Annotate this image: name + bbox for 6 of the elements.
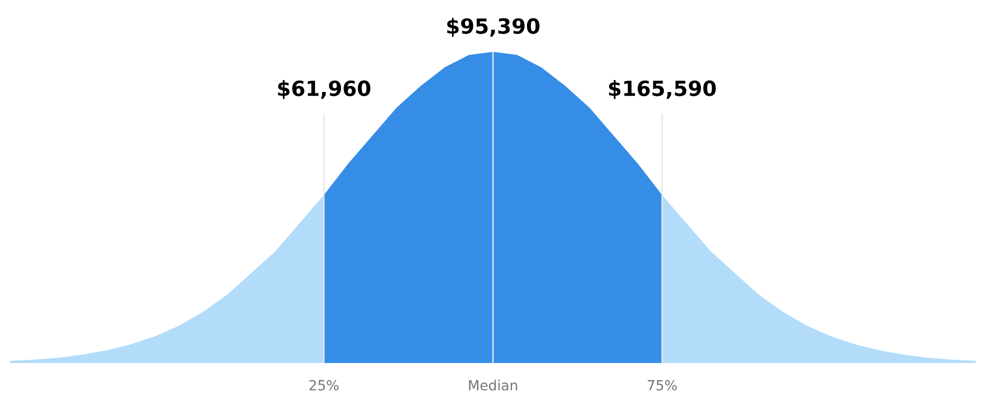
annotation: $95,390: [447, 18, 540, 37]
annotation: $165,590: [609, 80, 716, 99]
annotation: $61,960: [278, 80, 370, 99]
x-tick-label: Median: [469, 380, 518, 391]
x-tick-label: 25%: [309, 380, 339, 391]
x-tick-label: 75%: [648, 380, 677, 391]
